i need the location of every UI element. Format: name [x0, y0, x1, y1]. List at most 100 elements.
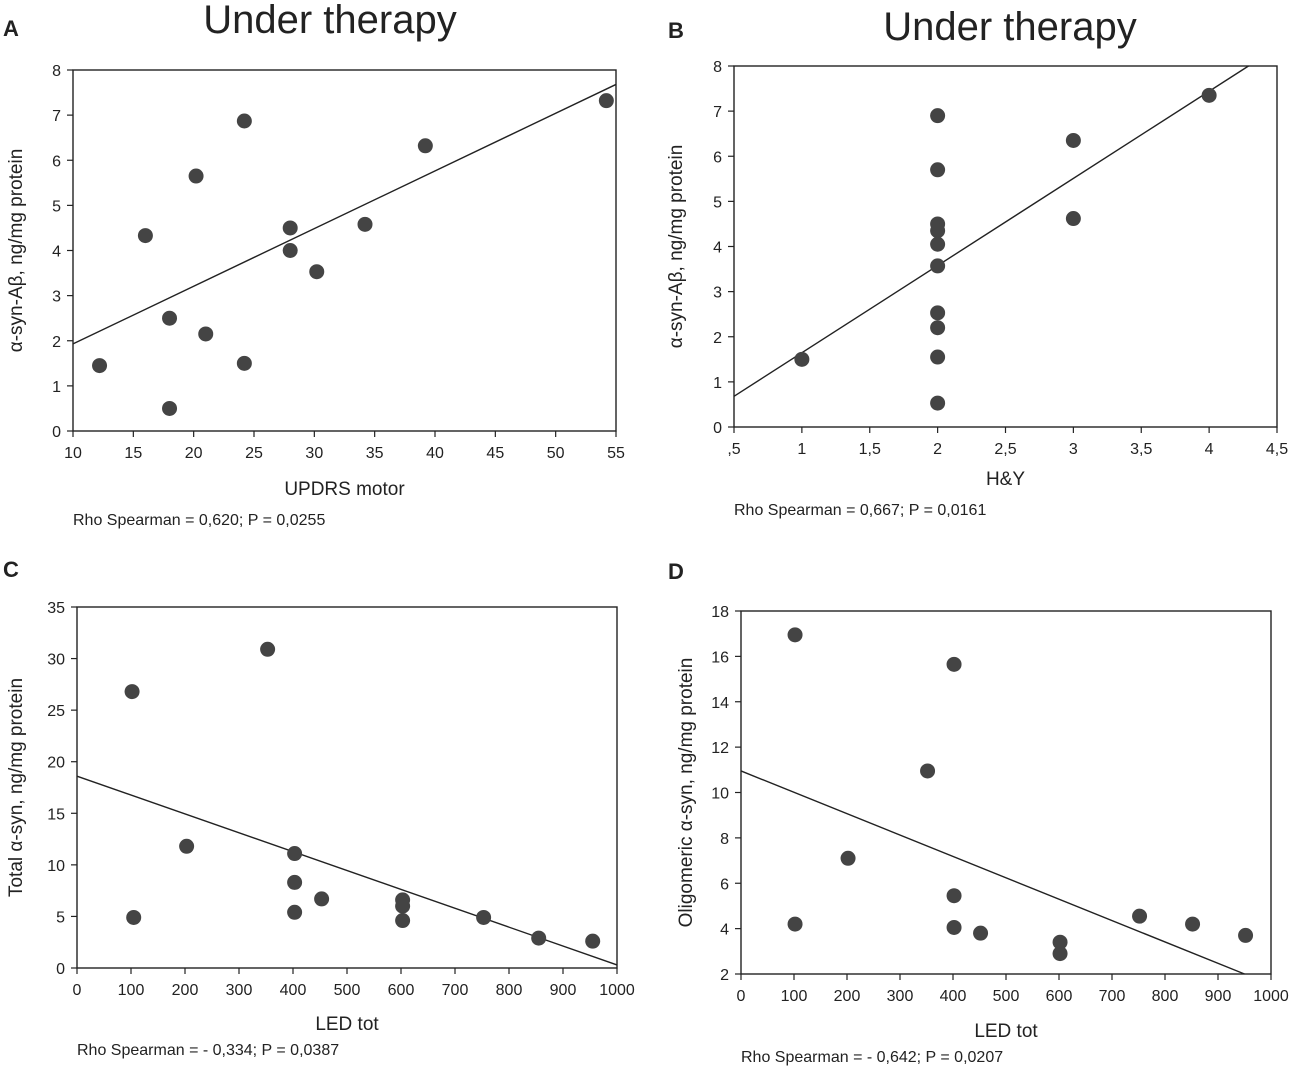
- data-point: [946, 656, 962, 672]
- y-tick-label: 2: [720, 967, 729, 984]
- x-tick-label: 400: [280, 982, 307, 999]
- y-tick-label: 30: [47, 652, 65, 669]
- data-point: [1065, 211, 1081, 227]
- x-tick-label: 500: [993, 988, 1020, 1005]
- data-point: [395, 913, 411, 929]
- panel-title: Under therapy: [203, 0, 456, 42]
- x-tick-label: 45: [486, 445, 504, 462]
- data-point: [787, 627, 803, 643]
- x-tick-label: 1: [797, 441, 806, 458]
- x-tick-label: ,5: [727, 441, 740, 458]
- x-tick-label: 100: [781, 988, 808, 1005]
- data-point: [946, 888, 962, 904]
- data-point: [531, 930, 547, 946]
- data-point: [1132, 908, 1148, 924]
- y-tick-label: 5: [52, 198, 61, 215]
- y-tick-label: 8: [720, 831, 729, 848]
- data-point: [930, 108, 946, 124]
- data-point: [357, 216, 373, 232]
- data-point: [930, 258, 946, 274]
- x-tick-label: 20: [185, 445, 203, 462]
- y-axis-title: Total α-syn, ng/mg protein: [6, 678, 27, 897]
- data-point: [1052, 934, 1068, 950]
- y-tick-label: 0: [713, 420, 722, 437]
- spearman-stat: Rho Spearman = 0,620; P = 0,0255: [73, 512, 325, 529]
- data-point: [794, 351, 810, 367]
- y-tick-label: 8: [713, 59, 722, 76]
- x-tick-label: 300: [226, 982, 253, 999]
- y-tick-label: 16: [711, 649, 729, 666]
- x-tick-label: 800: [1152, 988, 1179, 1005]
- data-point: [314, 891, 330, 907]
- y-tick-label: 14: [711, 695, 729, 712]
- data-point: [930, 320, 946, 336]
- data-point: [260, 641, 276, 657]
- x-tick-label: 3: [1069, 441, 1078, 458]
- plot-frame: [76, 606, 618, 969]
- data-point: [282, 243, 298, 258]
- x-tick-label: 900: [1205, 988, 1232, 1005]
- y-tick-label: 35: [47, 600, 65, 617]
- data-point: [476, 909, 492, 925]
- y-tick-label: 5: [56, 909, 65, 926]
- panel-letter-b: B: [668, 18, 684, 43]
- spearman-stat: Rho Spearman = - 0,334; P = 0,0387: [77, 1042, 339, 1059]
- data-point: [162, 400, 178, 416]
- data-point: [124, 684, 140, 700]
- y-tick-label: 10: [711, 786, 729, 803]
- y-tick-label: 6: [720, 876, 729, 893]
- panel-letter-c: C: [3, 557, 19, 582]
- data-point: [137, 228, 153, 244]
- y-tick-label: 7: [713, 104, 722, 121]
- y-axis-title: α-syn-Aβ, ng/mg protein: [666, 145, 687, 349]
- data-point: [930, 162, 946, 178]
- data-point: [598, 93, 614, 109]
- data-point: [787, 916, 803, 932]
- data-point: [1185, 916, 1201, 932]
- data-point: [585, 933, 601, 949]
- x-tick-label: 800: [496, 982, 523, 999]
- x-tick-label: 500: [334, 982, 361, 999]
- y-tick-label: 4: [720, 922, 729, 939]
- x-tick-label: 35: [366, 445, 384, 462]
- data-point: [162, 310, 178, 326]
- data-point: [930, 349, 946, 365]
- x-tick-label: 50: [547, 445, 565, 462]
- data-point: [92, 358, 108, 374]
- x-tick-label: 2,5: [994, 441, 1016, 458]
- x-tick-label: 900: [550, 982, 577, 999]
- x-axis-title: LED tot: [315, 1014, 379, 1035]
- x-tick-label: 200: [834, 988, 861, 1005]
- y-tick-label: 6: [52, 153, 61, 170]
- data-point: [126, 909, 142, 925]
- x-tick-label: 3,5: [1130, 441, 1152, 458]
- x-tick-label: 25: [245, 445, 263, 462]
- x-axis-title: LED tot: [974, 1021, 1038, 1042]
- data-point: [287, 874, 303, 890]
- panel-title: Under therapy: [883, 5, 1136, 49]
- y-tick-label: 0: [52, 424, 61, 441]
- y-tick-label: 2: [713, 330, 722, 347]
- x-tick-label: 1000: [599, 982, 635, 999]
- data-point: [395, 898, 411, 914]
- y-tick-label: 0: [56, 961, 65, 978]
- y-tick-label: 20: [47, 755, 65, 772]
- data-point: [1065, 132, 1081, 148]
- data-point: [188, 168, 204, 184]
- x-tick-label: 0: [737, 988, 746, 1005]
- y-tick-label: 18: [711, 604, 729, 621]
- y-tick-label: 3: [713, 285, 722, 302]
- spearman-stat: Rho Spearman = 0,667; P = 0,0161: [734, 502, 986, 519]
- data-point: [309, 264, 325, 280]
- x-tick-label: 300: [887, 988, 914, 1005]
- x-tick-label: 1000: [1253, 988, 1289, 1005]
- x-tick-label: 100: [118, 982, 145, 999]
- y-tick-label: 25: [47, 703, 65, 720]
- x-axis-title: UPDRS motor: [284, 479, 405, 500]
- x-tick-label: 2: [933, 441, 942, 458]
- data-point: [1201, 87, 1217, 103]
- regression-line: [740, 770, 1245, 975]
- x-tick-label: 0: [73, 982, 82, 999]
- data-point: [236, 113, 252, 129]
